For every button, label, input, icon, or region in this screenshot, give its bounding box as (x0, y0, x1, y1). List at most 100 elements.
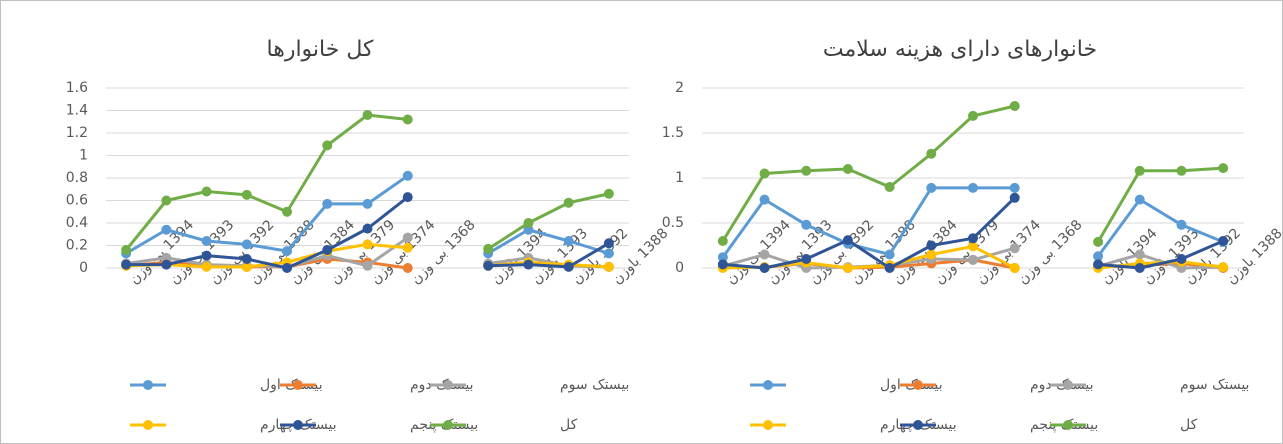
data-point (1134, 263, 1145, 273)
data-point (241, 239, 252, 250)
y-tick-label: 0 (675, 260, 684, 276)
y-tick-label: 1.6 (66, 80, 88, 96)
data-point (1218, 163, 1229, 174)
data-point (282, 206, 293, 217)
series-line (721, 104, 1224, 243)
data-point (926, 249, 937, 260)
data-point (282, 263, 293, 273)
data-point (842, 263, 853, 273)
data-point (801, 219, 812, 230)
data-point (483, 260, 494, 271)
data-point (1093, 251, 1104, 262)
data-point (563, 197, 574, 208)
data-point (362, 198, 373, 209)
data-point (717, 236, 728, 246)
data-point (322, 245, 333, 255)
data-point (362, 239, 373, 250)
data-point (402, 232, 413, 243)
data-point (121, 245, 132, 255)
series-line (125, 174, 610, 255)
data-point (402, 242, 413, 253)
data-point (603, 188, 614, 199)
data-point (1009, 263, 1020, 273)
data-point (884, 249, 895, 260)
y-tick-label: 1.5 (662, 125, 684, 141)
legend-marker (913, 420, 923, 430)
data-point (282, 246, 293, 257)
legend-marker (143, 380, 153, 390)
data-point (563, 261, 574, 272)
data-point (483, 243, 494, 254)
legend-label: بیستک سوم (1180, 377, 1249, 393)
data-point (842, 164, 853, 174)
data-point (1176, 165, 1187, 176)
y-tick-label: 1.2 (66, 125, 88, 141)
series-line (722, 196, 1224, 270)
data-point (402, 170, 413, 181)
data-point (884, 263, 895, 273)
data-point (1134, 194, 1145, 205)
data-point (1093, 236, 1104, 247)
data-point (1009, 243, 1020, 254)
legend-label: کل (1180, 417, 1198, 433)
data-point (201, 186, 212, 197)
data-point (362, 260, 373, 271)
legend-marker (293, 420, 303, 430)
data-point (201, 261, 212, 272)
data-point (603, 248, 614, 259)
data-point (1218, 262, 1229, 273)
legend-marker (1063, 420, 1073, 430)
y-tick-label: 1 (79, 148, 88, 164)
data-point (759, 194, 770, 205)
data-point (201, 250, 212, 261)
data-point (801, 165, 812, 176)
data-point (759, 168, 770, 179)
data-point (121, 259, 132, 270)
data-point (968, 233, 978, 244)
data-point (402, 114, 413, 125)
data-point (241, 189, 252, 200)
data-point (968, 241, 978, 252)
data-point (926, 182, 937, 193)
legend-label: کل (560, 417, 578, 433)
data-point (322, 140, 333, 151)
y-tick-label: 0.8 (66, 170, 88, 186)
data-point (241, 254, 252, 264)
series-line (721, 186, 1224, 259)
data-point (362, 223, 373, 234)
data-point (161, 224, 172, 235)
data-point (402, 192, 413, 203)
legend-marker (293, 380, 303, 390)
data-point (1218, 236, 1229, 246)
data-point (161, 195, 172, 206)
data-point (1134, 165, 1145, 176)
data-point (523, 259, 534, 270)
chart-title: خانوارهای دارای هزینه سلامت (823, 37, 1097, 62)
data-point (523, 218, 534, 228)
y-tick-label: 0.4 (66, 215, 88, 231)
legend-marker (1063, 380, 1073, 390)
legend-marker (443, 420, 453, 430)
legend-label: بیستک سوم (560, 377, 629, 393)
data-point (402, 263, 413, 273)
legend-marker (443, 380, 453, 390)
data-point (563, 236, 574, 246)
y-tick-label: 0.6 (66, 193, 88, 209)
data-point (759, 249, 770, 260)
y-tick-label: 0.5 (662, 215, 684, 231)
legend-marker (143, 420, 153, 430)
data-point (322, 198, 333, 209)
data-point (968, 110, 978, 121)
series-line (124, 113, 610, 251)
data-point (1134, 249, 1145, 260)
data-point (884, 182, 895, 192)
data-point (926, 148, 937, 159)
data-point (241, 261, 252, 272)
data-point (362, 110, 373, 120)
series-line (126, 195, 610, 270)
data-point (1093, 259, 1104, 270)
data-point (801, 254, 812, 264)
chart-title: کل خانوارها (267, 37, 374, 62)
